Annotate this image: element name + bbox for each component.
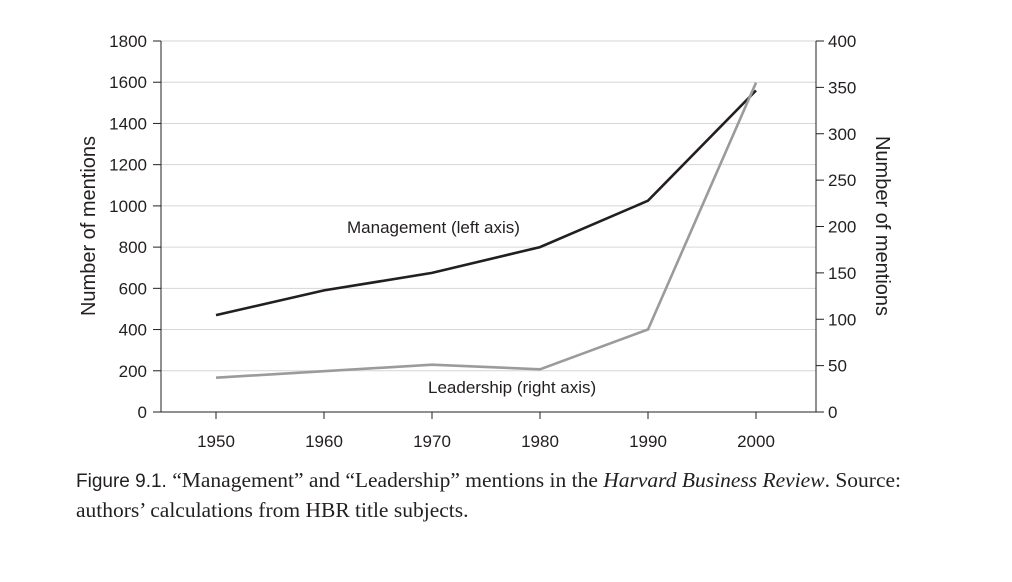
figure-label: Figure 9.1. (76, 471, 167, 492)
left-tick-label: 1000 (109, 197, 147, 216)
x-tick-label: 1970 (413, 432, 451, 451)
x-tick-label: 1960 (305, 432, 343, 451)
right-axis-ticks: 0 50 100 150 200 250 300 350 400 (816, 32, 856, 422)
x-axis-ticks: 1950 1960 1970 1980 1990 2000 (197, 412, 775, 451)
left-tick-label: 1400 (109, 114, 147, 133)
right-tick-label: 200 (828, 218, 856, 237)
left-tick-label: 1200 (109, 156, 147, 175)
left-axis-title: Number of mentions (78, 136, 100, 316)
right-tick-label: 150 (828, 264, 856, 283)
left-tick-label: 400 (119, 321, 147, 340)
left-tick-label: 1800 (109, 32, 147, 51)
right-tick-label: 400 (828, 32, 856, 51)
figure-caption: Figure 9.1. “Management” and “Leadership… (76, 466, 906, 525)
line-chart: 0 200 400 600 800 1000 1200 1400 1600 1800 0 50 100… (78, 32, 893, 451)
right-tick-label: 250 (828, 171, 856, 190)
left-tick-label: 0 (138, 403, 147, 422)
right-axis-title: Number of mentions (871, 136, 893, 316)
left-axis-ticks: 0 200 400 600 800 1000 1200 1400 1600 1800 (109, 32, 161, 422)
right-tick-label: 100 (828, 310, 856, 329)
x-tick-label: 1990 (629, 432, 667, 451)
series-lines (215, 82, 758, 379)
management-series-label: Management (left axis) (347, 218, 520, 237)
left-tick-label: 1600 (109, 73, 147, 92)
caption-journal-name: Harvard Business Review (603, 468, 825, 492)
leadership-series-line (215, 82, 758, 379)
management-series-line (215, 89, 757, 317)
left-tick-label: 600 (119, 279, 147, 298)
leadership-series-label: Leadership (right axis) (428, 378, 596, 397)
left-tick-label: 200 (119, 362, 147, 381)
caption-text-2: . Source: authors’ calculations from HBR… (76, 468, 902, 522)
left-tick-label: 800 (119, 238, 147, 257)
right-tick-label: 300 (828, 125, 856, 144)
caption-text-1: “Management” and “Leadership” mentions i… (166, 468, 604, 492)
right-tick-label: 0 (828, 403, 837, 422)
right-tick-label: 50 (828, 357, 847, 376)
right-tick-label: 350 (828, 78, 856, 97)
x-tick-label: 1980 (521, 432, 559, 451)
x-tick-label: 1950 (197, 432, 235, 451)
gridlines (161, 40, 816, 372)
x-tick-label: 2000 (737, 432, 775, 451)
